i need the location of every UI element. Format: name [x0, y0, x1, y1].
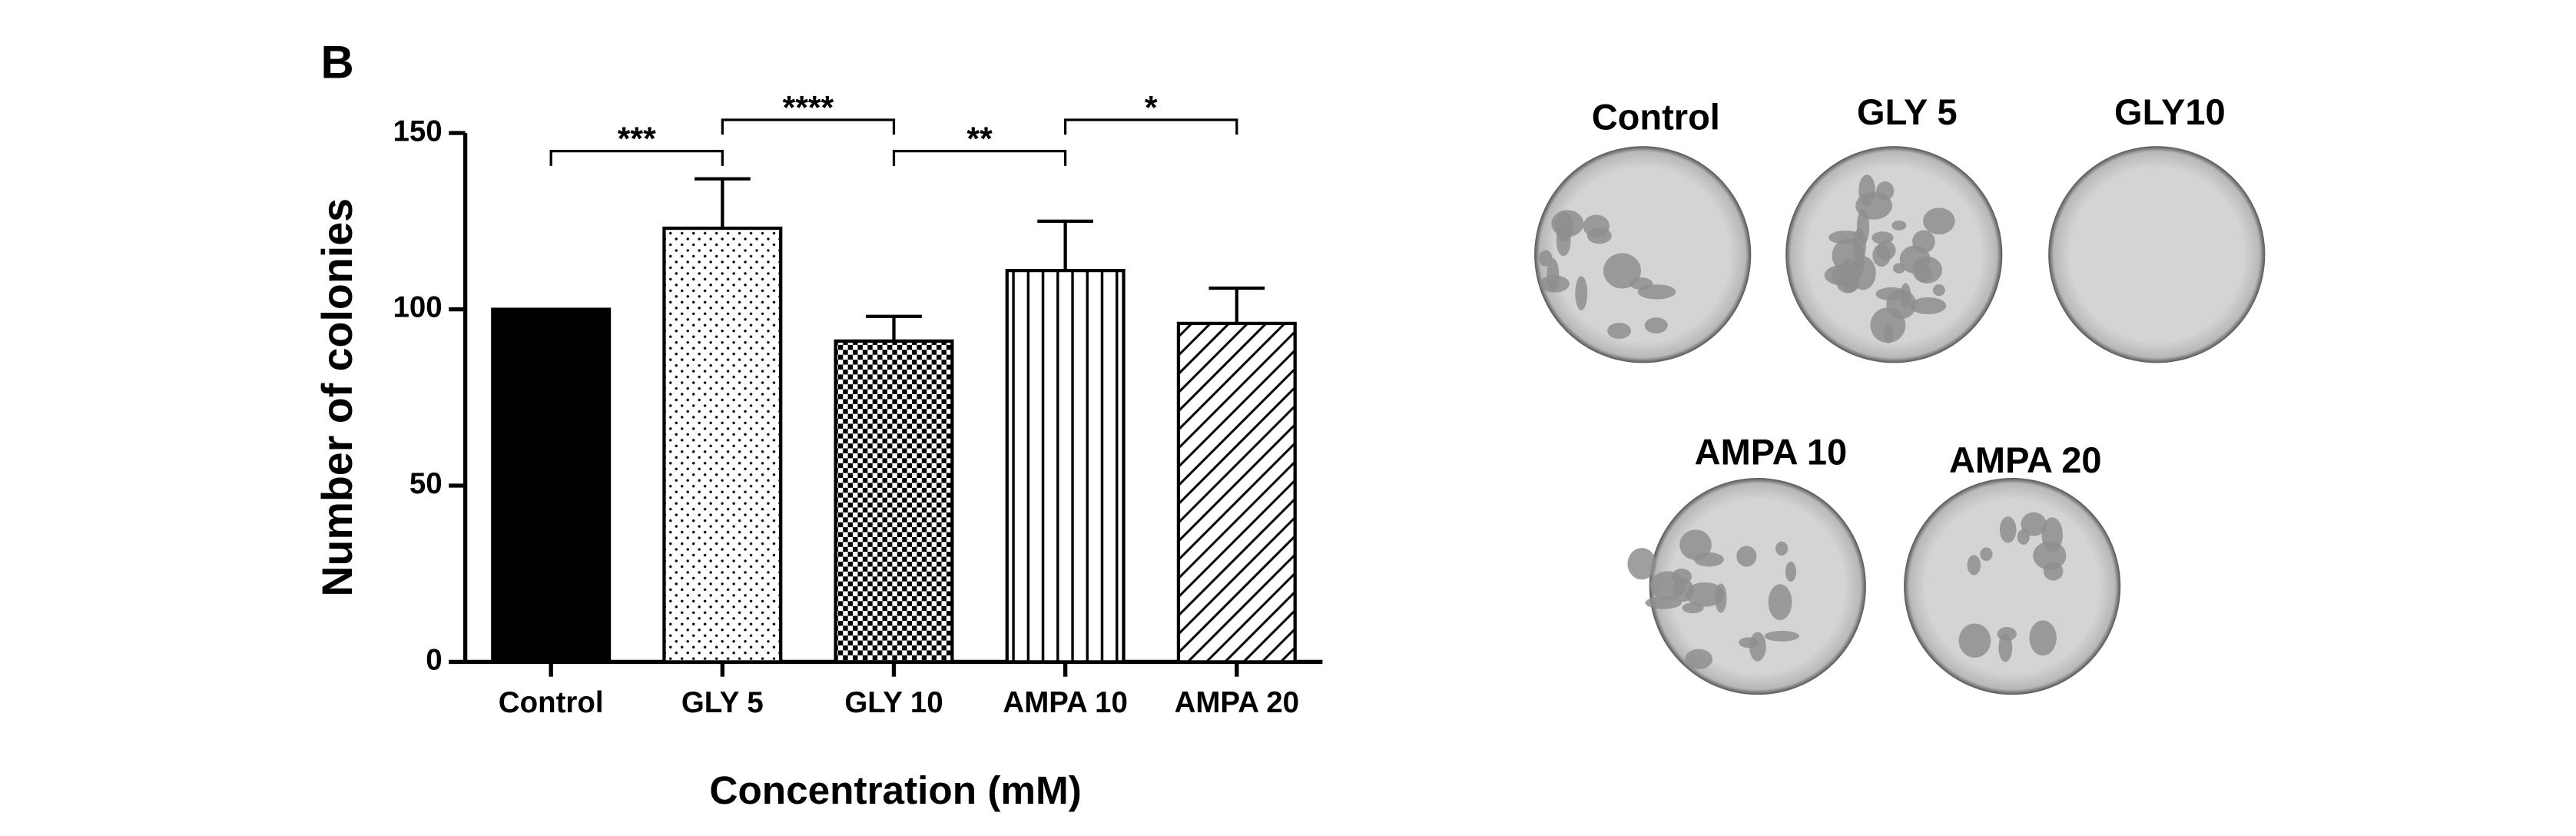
colony: [1645, 596, 1682, 609]
significance-bracket: [892, 150, 1067, 166]
plate-label: AMPA 10: [1695, 432, 1848, 473]
error-bar: [1037, 219, 1093, 271]
colony: [1644, 317, 1668, 333]
bar: [834, 339, 954, 664]
y-axis-title: Number of colonies: [313, 198, 361, 597]
y-tick-label: 50: [409, 467, 443, 500]
plate-label: Control: [1592, 96, 1720, 137]
colony: [1607, 323, 1632, 340]
colony: [1775, 541, 1789, 556]
colony: [1998, 633, 2013, 662]
colony: [1871, 231, 1894, 244]
colony: [1832, 238, 1865, 273]
plate: [1534, 146, 1752, 363]
error-bar: [694, 177, 751, 229]
colony: [1583, 214, 1610, 237]
colony: [1883, 323, 1894, 343]
colony: [1932, 284, 1945, 297]
colony: [1679, 529, 1712, 560]
significance-label: ***: [618, 121, 656, 158]
panel-label: B: [320, 36, 353, 88]
y-tick-label: 0: [426, 644, 442, 677]
colony: [1785, 561, 1797, 582]
plate-label: GLY10: [2114, 91, 2226, 132]
bar: [491, 307, 612, 664]
colony: [1672, 579, 1694, 602]
colony: [1603, 253, 1641, 289]
plate: [1904, 478, 2121, 695]
y-tick-label: 100: [393, 291, 442, 324]
significance-bracket: [1064, 118, 1238, 135]
colony: [1892, 263, 1905, 274]
plate-images: Control GLY 5 GLY10 AMPA 10 AMPA 20: [1534, 91, 2266, 695]
colony: [1872, 244, 1891, 267]
plate: [2048, 146, 2266, 363]
x-tick-label: AMPA 20: [1175, 686, 1299, 719]
colony: [1909, 297, 1947, 314]
colony: [1736, 546, 1757, 567]
error-bar: [866, 314, 922, 341]
colony: [1958, 623, 1991, 658]
bar: [1176, 321, 1297, 664]
plate-label: GLY 5: [1857, 91, 1958, 132]
colony: [1900, 283, 1911, 309]
significance-bracket: [721, 118, 896, 135]
colony: [1980, 547, 1993, 562]
x-tick-label: GLY 10: [844, 686, 943, 719]
x-axis-title: Concentration (mM): [709, 768, 1081, 812]
colony: [1627, 548, 1656, 580]
x-tick-label: Control: [499, 686, 604, 719]
colony: [1999, 516, 2017, 543]
colony: [2043, 562, 2064, 581]
colony: [1685, 649, 1713, 670]
colony: [1923, 207, 1955, 235]
colony: [1764, 630, 1800, 642]
colony: [2033, 541, 2067, 570]
colony: [2029, 620, 2057, 656]
x-tick-label: GLY 5: [681, 686, 764, 719]
colony: [1693, 552, 1724, 567]
colony: [2021, 512, 2047, 536]
colony: [1686, 582, 1725, 607]
colony: [1855, 191, 1892, 220]
significance-label: *: [1145, 90, 1158, 127]
significance-label: **: [966, 121, 993, 158]
bar: [1005, 268, 1126, 664]
colony: [1768, 584, 1792, 620]
colony: [1540, 275, 1570, 293]
error-bar: [1208, 286, 1265, 323]
significance-label: ****: [783, 90, 834, 127]
colony: [1715, 583, 1727, 613]
colony: [1575, 276, 1588, 310]
colony: [1629, 277, 1653, 290]
colony: [1671, 568, 1692, 585]
x-tick-label: AMPA 10: [1003, 686, 1127, 719]
y-tick-label: 150: [393, 114, 442, 148]
plate-label: AMPA 20: [1949, 440, 2102, 480]
colony: [1915, 264, 1932, 283]
colony: [1749, 632, 1766, 662]
bar: [662, 226, 783, 664]
colony: [1551, 210, 1584, 237]
colony: [1967, 555, 1981, 576]
significance-bracket: [549, 150, 724, 166]
colony: [1891, 221, 1907, 231]
colony: [1682, 602, 1704, 614]
